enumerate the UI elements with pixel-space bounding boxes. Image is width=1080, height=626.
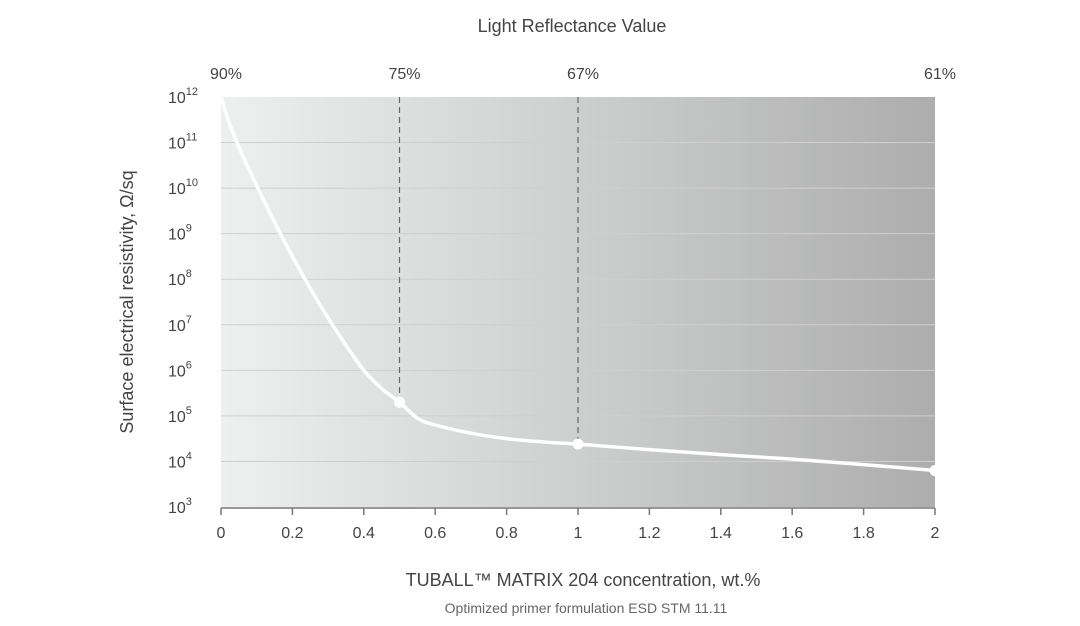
y-tick-label: 109 [168,223,192,244]
data-point [572,438,584,450]
x-tick-label: 0.6 [424,525,446,542]
x-tick-label: 0.2 [281,525,303,542]
x-tick-label: 1.2 [638,525,660,542]
x-tick-label: 0.8 [495,525,517,542]
x-tick-label: 1.8 [852,525,874,542]
x-axis-label: TUBALL™ MATRIX 204 concentration, wt.% [406,570,761,590]
data-point [394,396,405,408]
x-tick-label: 1 [574,525,583,542]
data-point [929,465,941,477]
x-tick-label: 1.4 [710,525,732,542]
lrv-label: 67% [567,66,599,83]
y-tick-label: 106 [168,359,192,380]
y-tick-label: 1010 [168,177,198,198]
chart-caption: Optimized primer formulation ESD STM 11.… [445,600,728,616]
y-tick-label: 108 [168,268,192,289]
y-tick-label: 103 [168,496,192,517]
y-tick-label: 104 [168,450,192,471]
y-tick-label: 1012 [168,86,198,107]
y-tick-label: 1011 [168,132,197,153]
lrv-label: 75% [388,66,420,83]
x-tick-label: 0 [217,525,226,542]
y-tick-label: 105 [168,405,192,426]
x-tick-label: 0.4 [353,525,375,542]
y-tick-label: 107 [168,314,192,335]
x-tick-label: 1.6 [781,525,803,542]
lrv-label: 61% [924,66,956,83]
y-ticks: 1012 1011 1010 109 108 107 106 105 104 103 [168,86,198,517]
y-axis-label: Surface electrical resistivity, Ω/sq [117,170,137,433]
x-tick-label: 2 [931,525,940,542]
lrv-label: 90% [210,66,242,83]
data-points [394,396,941,477]
lrv-labels: 90% 75% 67% 61% [210,66,956,83]
lrv-dashed-lines [398,97,579,445]
x-ticks: 0 0.2 0.4 0.6 0.8 1 1.2 1.4 1.6 1.8 2 [217,508,940,542]
chart-title: Light Reflectance Value [478,16,667,36]
